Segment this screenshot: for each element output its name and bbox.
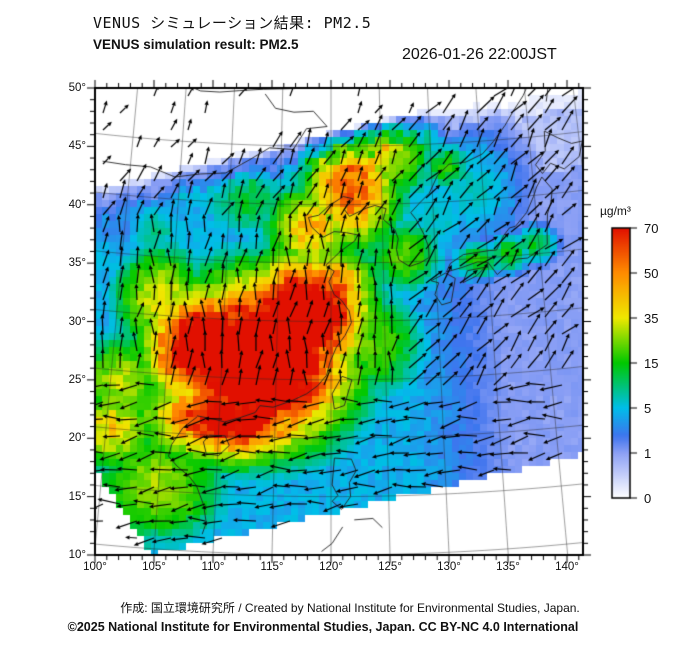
longitude-tick-label: 110° bbox=[201, 561, 225, 573]
latitude-tick-label: 25° bbox=[68, 373, 86, 386]
longitude-tick-label: 135° bbox=[496, 561, 520, 573]
longitude-tick-label: 100° bbox=[83, 561, 107, 573]
latitude-tick-label: 35° bbox=[68, 257, 86, 270]
latitude-tick-label: 10° bbox=[68, 549, 86, 561]
latitude-tick-label: 40° bbox=[68, 198, 86, 211]
colorbar-tick-label: 70 bbox=[644, 221, 659, 236]
colorbar-tick-label: 1 bbox=[644, 446, 652, 461]
colorbar-unit-label: µg/m³ bbox=[600, 204, 631, 218]
longitude-tick-label: 120° bbox=[319, 561, 343, 573]
longitude-tick-label: 115° bbox=[260, 561, 284, 573]
page-title-english: VENUS simulation result: PM2.5 bbox=[93, 37, 299, 52]
longitude-tick-label: 105° bbox=[142, 561, 166, 573]
longitude-tick-label: 125° bbox=[378, 561, 402, 573]
latitude-tick-label: 30° bbox=[68, 315, 86, 328]
page-title-japanese: VENUS シミュレーション結果: PM2.5 bbox=[93, 14, 372, 32]
copyright-line: ©2025 National Institute for Environment… bbox=[67, 620, 579, 634]
latitude-tick-label: 15° bbox=[68, 490, 86, 503]
latitude-tick-label: 45° bbox=[68, 140, 86, 153]
attribution-line: 作成: 国立環境研究所 / Created by National Instit… bbox=[120, 601, 580, 615]
latitude-tick-label: 50° bbox=[68, 82, 86, 94]
colorbar-tick-label: 0 bbox=[644, 491, 652, 506]
forecast-timestamp: 2026-01-26 22:00JST bbox=[402, 46, 557, 63]
colorbar-tick-label: 35 bbox=[644, 311, 659, 326]
longitude-tick-label: 140° bbox=[555, 561, 579, 573]
colorbar-tick-label: 5 bbox=[644, 401, 652, 416]
colorbar-tick-label: 50 bbox=[644, 266, 659, 281]
colorbar-tick-label: 15 bbox=[644, 356, 659, 371]
longitude-tick-label: 130° bbox=[437, 561, 461, 573]
latitude-tick-label: 20° bbox=[68, 432, 86, 445]
